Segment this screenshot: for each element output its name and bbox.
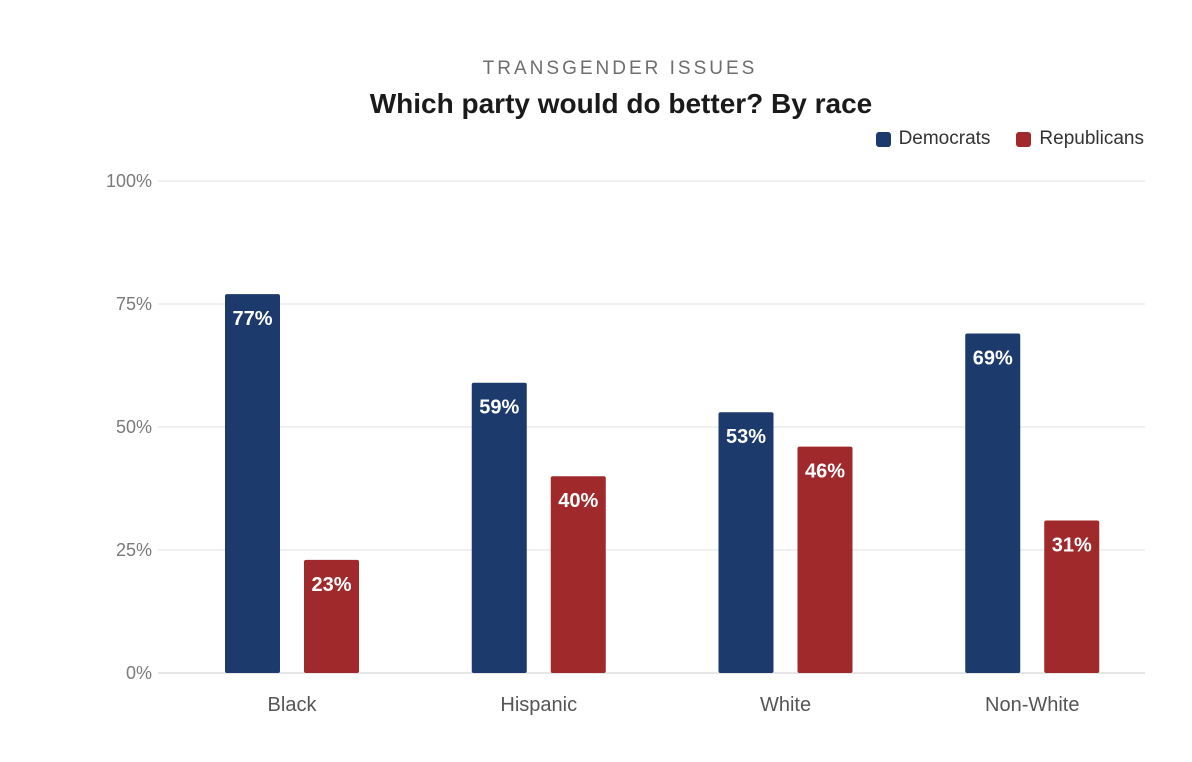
chart-legend: Democrats Republicans — [850, 128, 1144, 150]
data-label: 46% — [805, 461, 845, 483]
data-label: 69% — [973, 348, 1013, 370]
x-tick-label: Black — [268, 694, 318, 716]
y-tick-label: 75% — [116, 294, 152, 314]
legend-label-democrats: Democrats — [898, 128, 991, 149]
bar-democrats-hispanic — [471, 382, 527, 673]
bar-republicans-non-white — [1044, 520, 1100, 673]
data-label: 59% — [479, 397, 519, 419]
y-tick-label: 50% — [116, 417, 152, 437]
y-tick-label: 100% — [106, 171, 152, 191]
bar-democrats-black — [225, 294, 280, 673]
data-label: 53% — [726, 426, 766, 448]
legend-swatch-democrats — [875, 131, 891, 147]
legend-item-republicans[interactable]: Republicans — [1016, 128, 1144, 150]
y-tick-label: 25% — [116, 540, 152, 560]
bar-democrats-non-white — [965, 333, 1021, 673]
legend-item-democrats[interactable]: Democrats — [875, 128, 991, 150]
data-label: 31% — [1052, 534, 1092, 556]
data-label: 77% — [232, 308, 272, 330]
data-label: 40% — [558, 490, 598, 512]
legend-swatch-republicans — [1016, 131, 1032, 147]
x-tick-label: White — [760, 694, 811, 716]
chart-subtitle: TRANSGENDER ISSUES — [482, 58, 758, 79]
x-tick-label: Non-White — [985, 694, 1079, 716]
data-label: 23% — [311, 574, 351, 596]
bar-democrats-white — [718, 412, 774, 673]
x-tick-label: Hispanic — [500, 694, 577, 716]
legend-label-republicans: Republicans — [1039, 128, 1144, 149]
bar-republicans-hispanic — [550, 476, 606, 673]
y-tick-label: 0% — [126, 663, 152, 683]
chart-title: Which party would do better? By race — [369, 88, 873, 119]
bar-republicans-white — [797, 446, 853, 673]
bar-republicans-black — [304, 559, 359, 673]
